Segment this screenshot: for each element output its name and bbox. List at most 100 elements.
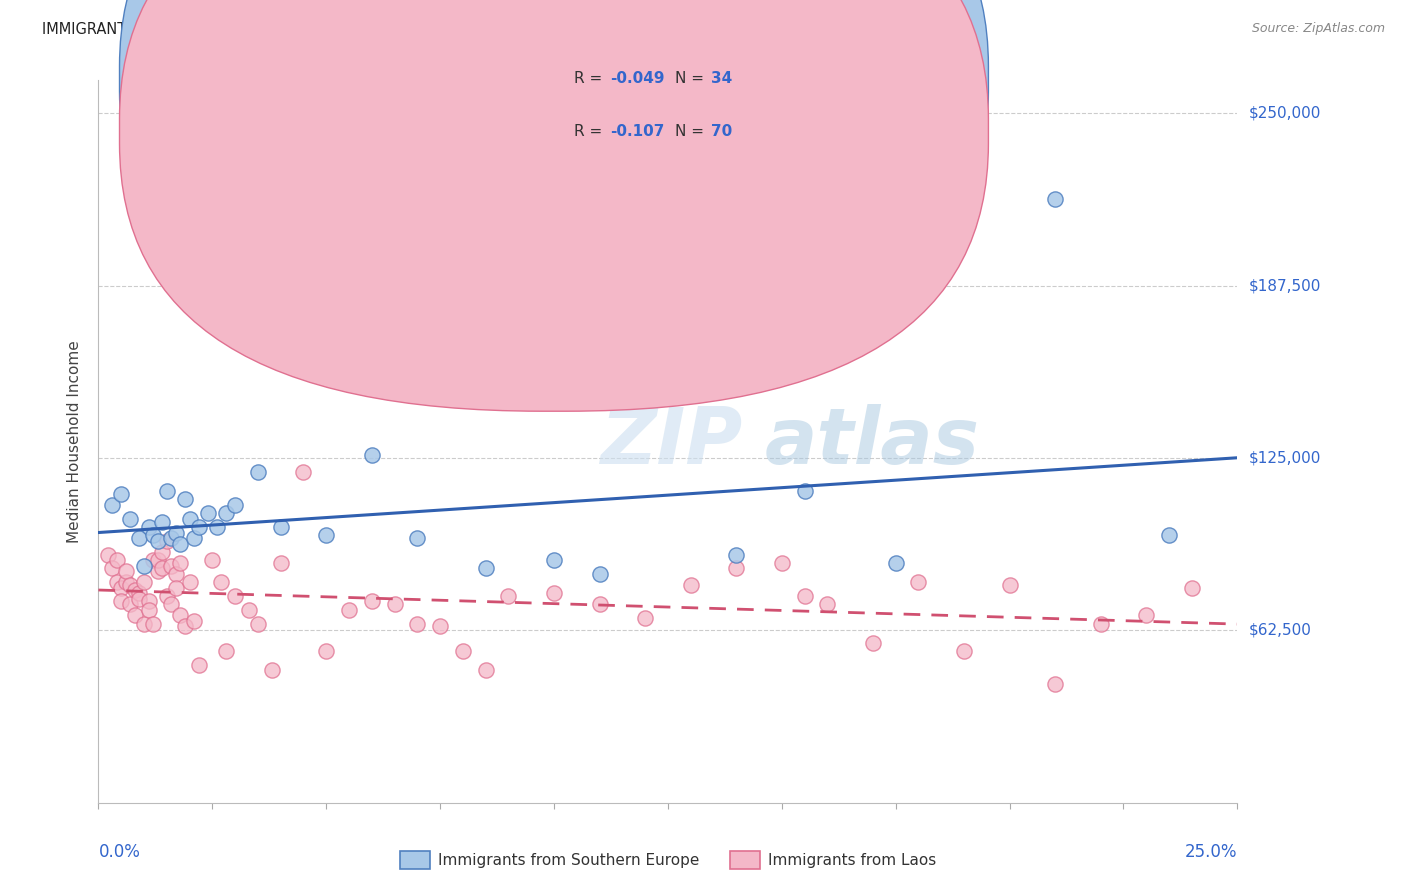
Point [160, 558, 183, 573]
Point [156, 589, 179, 603]
Point [770, 556, 793, 570]
Point [124, 608, 146, 623]
Point [634, 611, 657, 625]
Text: 0.0%: 0.0% [98, 843, 141, 861]
Point [451, 644, 474, 658]
Point [142, 528, 165, 542]
Text: N =: N = [675, 124, 709, 138]
Point [138, 594, 160, 608]
Point [169, 556, 191, 570]
Point [292, 465, 315, 479]
Point [179, 575, 201, 590]
Point [165, 566, 187, 581]
Point [138, 520, 160, 534]
Point [187, 520, 209, 534]
Point [498, 589, 520, 603]
Point [114, 564, 136, 578]
Point [246, 465, 269, 479]
Point [793, 484, 815, 499]
Point [197, 506, 219, 520]
Point [1157, 528, 1180, 542]
Point [238, 603, 260, 617]
Point [337, 603, 360, 617]
Point [183, 531, 205, 545]
Point [246, 616, 269, 631]
Point [174, 619, 197, 633]
Point [224, 498, 246, 512]
Point [360, 448, 382, 462]
Point [156, 533, 179, 548]
Point [384, 597, 406, 611]
Point [165, 525, 187, 540]
Point [132, 616, 155, 631]
Point [160, 531, 183, 545]
Point [132, 558, 155, 573]
Point [142, 616, 165, 631]
Text: 34: 34 [711, 71, 733, 86]
Point [114, 575, 136, 590]
Point [120, 597, 142, 611]
Point [429, 619, 451, 633]
Point [953, 644, 976, 658]
Text: -0.107: -0.107 [610, 124, 665, 138]
Point [165, 581, 187, 595]
Text: 70: 70 [711, 124, 733, 138]
Point [201, 553, 224, 567]
Point [315, 528, 337, 542]
Point [815, 597, 838, 611]
Text: $125,000: $125,000 [1249, 450, 1320, 466]
Point [907, 575, 929, 590]
Text: 25.0%: 25.0% [1185, 843, 1237, 861]
Point [150, 515, 173, 529]
Point [120, 578, 142, 592]
Point [150, 545, 173, 559]
Point [406, 616, 429, 631]
Point [205, 520, 228, 534]
Point [146, 553, 169, 567]
Point [128, 586, 150, 600]
Point [96, 548, 118, 562]
Point [862, 636, 884, 650]
Point [128, 591, 150, 606]
Point [215, 506, 238, 520]
Text: -0.049: -0.049 [610, 71, 665, 86]
Y-axis label: Median Household Income: Median Household Income [67, 340, 83, 543]
Point [543, 586, 565, 600]
Point [884, 556, 907, 570]
Point [110, 594, 132, 608]
Point [105, 553, 128, 567]
Point [793, 589, 815, 603]
Point [146, 564, 169, 578]
Text: $250,000: $250,000 [1249, 106, 1320, 121]
Text: IMMIGRANTS FROM SOUTHERN EUROPE VS IMMIGRANTS FROM LAOS MEDIAN HOUSEHOLD INCOME : IMMIGRANTS FROM SOUTHERN EUROPE VS IMMIG… [42, 22, 932, 37]
Text: $62,500: $62,500 [1249, 623, 1312, 638]
Text: atlas: atlas [765, 403, 980, 480]
Point [215, 644, 238, 658]
Point [169, 536, 191, 550]
Text: R =: R = [574, 71, 607, 86]
Point [474, 664, 496, 678]
Point [270, 520, 292, 534]
Point [101, 498, 124, 512]
Point [124, 583, 146, 598]
Point [128, 531, 150, 545]
Text: Source: ZipAtlas.com: Source: ZipAtlas.com [1251, 22, 1385, 36]
Point [1181, 581, 1204, 595]
Point [138, 603, 160, 617]
Point [105, 575, 128, 590]
Point [132, 575, 155, 590]
Point [260, 664, 283, 678]
Point [474, 561, 496, 575]
Point [270, 556, 292, 570]
Point [1090, 616, 1112, 631]
Point [725, 561, 748, 575]
Point [110, 487, 132, 501]
Point [174, 492, 197, 507]
Point [179, 512, 201, 526]
Point [224, 589, 246, 603]
Point [187, 657, 209, 672]
Point [101, 561, 124, 575]
Point [120, 512, 142, 526]
Point [725, 548, 748, 562]
Point [543, 553, 565, 567]
